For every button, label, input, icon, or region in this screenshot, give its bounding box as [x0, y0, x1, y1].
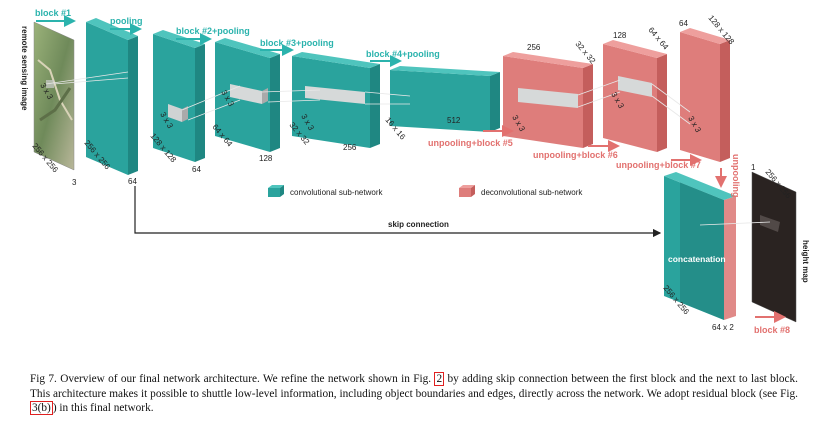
concatenation-label: concatenation — [668, 254, 726, 264]
deconv-block-1 — [503, 52, 593, 148]
block4-channels: 256 — [343, 143, 357, 152]
block3-channels: 128 — [259, 154, 273, 163]
output-label: height map — [801, 240, 810, 283]
deconv-block-2 — [603, 40, 667, 152]
input-image — [33, 21, 75, 171]
input-channels: 3 — [72, 178, 77, 187]
pooling-label: pooling — [110, 16, 143, 26]
concat-channels: 64 x 2 — [712, 323, 734, 332]
legend: convolutional sub-network deconvolutiona… — [268, 185, 583, 197]
block8-label: block #8 — [754, 325, 790, 335]
fig-ref-2[interactable]: 2 — [434, 372, 445, 386]
connection-lines — [45, 71, 771, 226]
block5-channels: 512 — [447, 116, 461, 125]
output-height-map — [751, 171, 797, 323]
caption-suffix: ) in this final network. — [52, 402, 154, 414]
deconv1-channels: 256 — [527, 43, 541, 52]
architecture-diagram: concatenation skip connection block #1 p… — [20, 8, 810, 335]
skip-connection-arrow — [134, 186, 662, 238]
deconv2-size: 64 x 64 — [646, 26, 670, 52]
block5-label: unpooling+block #5 — [428, 138, 513, 148]
legend-conv-label: convolutional sub-network — [290, 188, 383, 197]
pooling-channels: 64 — [128, 177, 137, 186]
block4-label: block #4+pooling — [366, 49, 440, 59]
caption-prefix: Fig 7. Overview of our final network arc… — [30, 373, 432, 385]
legend-conv-swatch — [268, 185, 284, 197]
input-label: remote sensing image — [20, 26, 29, 111]
block5 — [390, 66, 500, 132]
block2-channels: 64 — [192, 165, 201, 174]
caption-middle: by adding skip connection between the fi… — [30, 373, 798, 400]
block2-label: block #2+pooling — [176, 26, 250, 36]
block4 — [292, 52, 380, 148]
block1-label: block #1 — [35, 8, 71, 18]
legend-deconv-swatch — [459, 185, 475, 197]
block3-label: block #3+pooling — [260, 38, 334, 48]
block7-label: unpooling+block #7 — [616, 160, 701, 170]
figure-caption: Fig 7. Overview of our final network arc… — [30, 372, 798, 416]
block6-label: unpooling+block #6 — [533, 150, 618, 160]
output-channels: 1 — [751, 163, 756, 172]
concatenation-block: concatenation — [664, 172, 736, 320]
deconv-block-3 — [680, 28, 730, 162]
skip-connection-label: skip connection — [388, 220, 449, 229]
deconv3-channels: 64 — [679, 19, 688, 28]
legend-deconv-label: deconvolutional sub-network — [481, 188, 583, 197]
unpooling-label: unpooling — [731, 154, 741, 197]
fig-ref-3b[interactable]: 3(b) — [30, 401, 53, 415]
deconv2-channels: 128 — [613, 31, 627, 40]
